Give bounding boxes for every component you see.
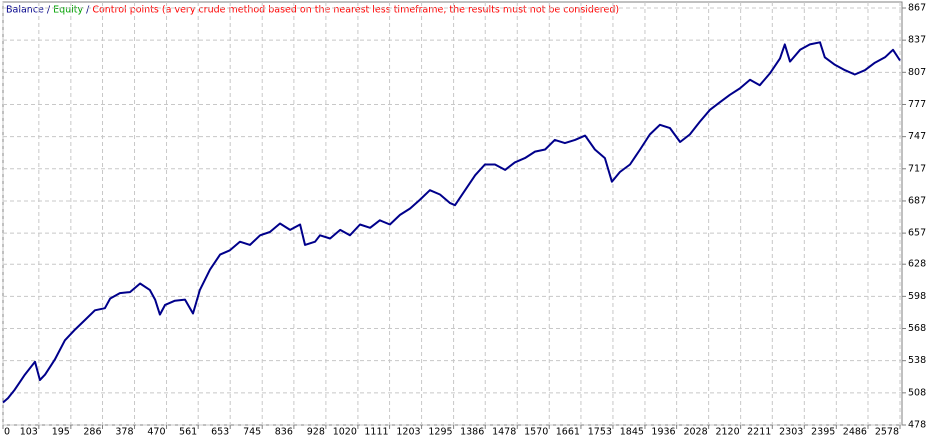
- y-tick-label: 568: [908, 323, 926, 334]
- y-tick-label: 538: [908, 355, 926, 366]
- x-tick-label: 2578: [875, 427, 899, 438]
- x-tick-label: 1845: [620, 427, 644, 438]
- y-tick-label: 628: [908, 259, 926, 270]
- y-tick-label: 717: [908, 163, 926, 174]
- x-tick-label: 1295: [428, 427, 452, 438]
- x-tick-label: 286: [83, 427, 101, 438]
- x-tick-label: 1111: [364, 427, 388, 438]
- y-tick-label: 657: [908, 228, 926, 239]
- y-tick-label: 867: [908, 3, 926, 14]
- x-tick-label: 378: [115, 427, 133, 438]
- x-tick-label: 2303: [779, 427, 803, 438]
- x-tick-label: 1936: [651, 427, 675, 438]
- x-tick-label: 653: [211, 427, 229, 438]
- x-tick-label: 103: [20, 427, 38, 438]
- x-tick-label: 2211: [747, 427, 771, 438]
- y-tick-label: 478: [908, 420, 926, 431]
- x-tick-label: 2395: [811, 427, 835, 438]
- x-tick-label: 1661: [556, 427, 580, 438]
- legend-separator: /: [47, 5, 51, 16]
- x-tick-label: 1386: [460, 427, 484, 438]
- y-tick-label: 598: [908, 291, 926, 302]
- x-tick-label: 195: [52, 427, 70, 438]
- legend-equity: Equity: [53, 5, 83, 16]
- y-tick-label: 777: [908, 99, 926, 110]
- x-tick-label: 1478: [492, 427, 516, 438]
- x-tick-label: 1203: [396, 427, 420, 438]
- x-tick-label: 2028: [683, 427, 707, 438]
- x-tick-label: 928: [307, 427, 325, 438]
- y-tick-label: 837: [908, 35, 926, 46]
- y-tick-label: 508: [908, 387, 926, 398]
- x-tick-label: 745: [243, 427, 261, 438]
- y-tick-label: 807: [908, 67, 926, 78]
- x-tick-label: 1020: [333, 427, 357, 438]
- legend-balance: Balance: [6, 5, 44, 16]
- x-tick-label: 1570: [524, 427, 548, 438]
- x-tick-label: 836: [275, 427, 293, 438]
- x-tick-label: 2120: [715, 427, 739, 438]
- y-tick-label: 747: [908, 131, 926, 142]
- x-tick-label: 561: [179, 427, 197, 438]
- x-tick-label: 2486: [843, 427, 867, 438]
- balance-line: [2, 41, 901, 404]
- legend-separator: /: [86, 5, 90, 16]
- legend: Balance / Equity / Control points (a very cr…: [6, 5, 619, 16]
- x-tick-label: 1753: [588, 427, 612, 438]
- x-tick-label: 470: [147, 427, 165, 438]
- legend-control-points: Control points (a very crude method base…: [92, 5, 619, 16]
- y-tick-label: 687: [908, 195, 926, 206]
- x-tick-label: 0: [4, 427, 10, 438]
